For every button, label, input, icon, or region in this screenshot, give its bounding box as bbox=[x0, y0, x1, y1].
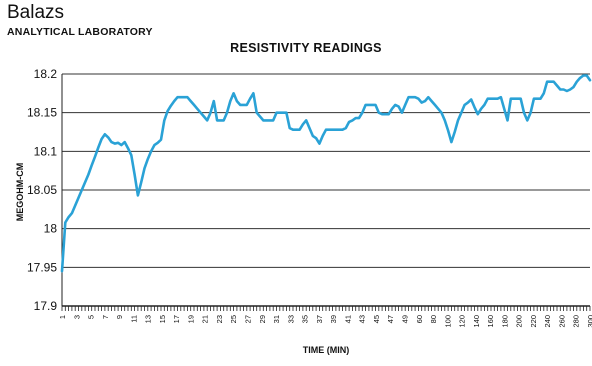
x-tick-label: 25 bbox=[229, 315, 238, 323]
brand-subtitle: ANALYTICAL LABORATORY bbox=[7, 26, 153, 38]
x-tick-label: 100 bbox=[443, 315, 452, 328]
x-tick-label: 7 bbox=[101, 315, 110, 319]
x-tick-label: 33 bbox=[286, 315, 295, 323]
y-tick-label: 18.2 bbox=[34, 67, 58, 81]
x-tick-label: 80 bbox=[429, 315, 438, 323]
x-tick-label: 43 bbox=[358, 315, 367, 323]
x-tick-label: 21 bbox=[201, 315, 210, 323]
x-tick-label: 160 bbox=[486, 315, 495, 328]
x-tick-label: 29 bbox=[258, 315, 267, 323]
x-tick-label: 15 bbox=[158, 315, 167, 323]
x-tick-label: 9 bbox=[115, 315, 124, 319]
x-tick-label: 11 bbox=[129, 315, 138, 323]
chart-title: RESISTIVITY READINGS bbox=[230, 41, 382, 55]
x-tick-label: 200 bbox=[515, 315, 524, 328]
x-tick-label: 60 bbox=[415, 315, 424, 323]
x-tick-label: 180 bbox=[500, 315, 509, 328]
x-tick-label: 35 bbox=[301, 315, 310, 323]
x-axis-label: TIME (MIN) bbox=[302, 345, 350, 355]
y-tick-label: 18.1 bbox=[34, 144, 58, 158]
y-tick-label: 18.05 bbox=[27, 183, 57, 197]
x-tick-label: 13 bbox=[144, 315, 153, 323]
x-tick-label: 300 bbox=[586, 315, 592, 328]
x-tick-label: 280 bbox=[572, 315, 581, 328]
x-tick-label: 140 bbox=[472, 315, 481, 328]
x-tick-label: 37 bbox=[315, 315, 324, 323]
y-tick-label: 18.15 bbox=[27, 106, 57, 120]
y-tick-label: 18 bbox=[44, 222, 58, 236]
x-tick-label: 260 bbox=[557, 315, 566, 328]
x-tick-label: 41 bbox=[343, 315, 352, 323]
x-tick-label: 39 bbox=[329, 315, 338, 323]
x-tick-label: 17 bbox=[172, 315, 181, 323]
y-tick-label: 17.9 bbox=[34, 299, 58, 313]
x-tick-label: 47 bbox=[386, 315, 395, 323]
resistivity-series-line bbox=[60, 74, 592, 273]
x-tick-label: 5 bbox=[87, 315, 96, 319]
x-tick-label: 1 bbox=[58, 315, 67, 319]
y-tick-label: 17.95 bbox=[27, 260, 57, 274]
x-tick-label: 240 bbox=[543, 315, 552, 328]
x-tick-label: 3 bbox=[72, 315, 81, 319]
x-tick-label: 45 bbox=[372, 315, 381, 323]
brand-name: Balazs bbox=[7, 2, 65, 23]
x-tick-label: 19 bbox=[186, 315, 195, 323]
x-tick-label: 27 bbox=[244, 315, 253, 323]
x-tick-label: 49 bbox=[400, 315, 409, 323]
x-tick-label: 31 bbox=[272, 315, 281, 323]
x-tick-label: 120 bbox=[458, 315, 467, 328]
x-tick-label: 23 bbox=[215, 315, 224, 323]
x-tick-label: 220 bbox=[529, 315, 538, 328]
